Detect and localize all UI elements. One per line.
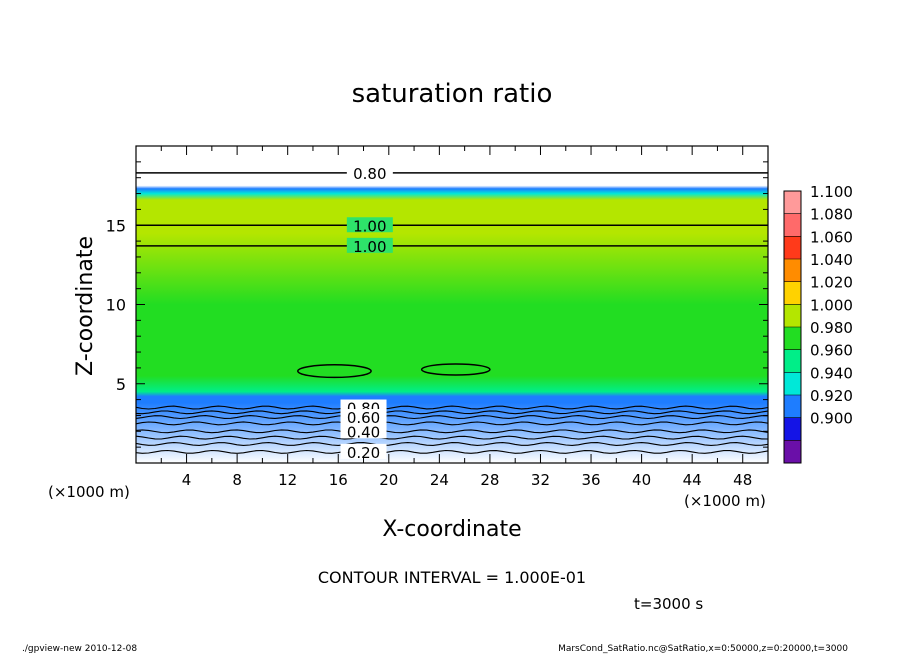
chart-title: saturation ratio xyxy=(352,79,553,109)
footer-left: ./gpview-new 2010-12-08 xyxy=(22,644,137,654)
footer-right: MarsCond_SatRatio.nc@SatRatio,x=0:50000,… xyxy=(558,644,848,654)
contour-label: 0.20 xyxy=(347,444,380,462)
x-axis-label: X-coordinate xyxy=(382,517,521,542)
y-tick-label: 5 xyxy=(116,375,126,394)
x-tick-label: 12 xyxy=(278,471,297,489)
x-tick-label: 48 xyxy=(733,471,752,489)
contour-label-bg xyxy=(340,409,387,425)
colorbar-label: 0.900 xyxy=(810,410,853,428)
colorbar-swatch xyxy=(784,259,801,282)
x-tick-label: 32 xyxy=(531,471,550,489)
colorbar-swatch xyxy=(784,440,801,463)
x-tick-label: 16 xyxy=(329,471,348,489)
x-tick-label: 44 xyxy=(683,471,702,489)
colorbar-label: 0.980 xyxy=(810,319,853,337)
x-tick-label: 36 xyxy=(581,471,600,489)
colorbar-labels: 1.100 1.080 1.060 1.040 1.020 1.000 0.980 0.960… xyxy=(810,183,853,428)
plot-area: 0.801.001.000.800.600.400.20 xyxy=(136,146,768,463)
contour-label: 0.80 xyxy=(353,165,386,183)
colorbar-swatch xyxy=(784,327,801,350)
contour-line xyxy=(136,415,768,420)
y-tick-label: 10 xyxy=(106,296,126,315)
colorbar-label: 0.940 xyxy=(810,364,853,382)
contour-line xyxy=(136,449,768,454)
contour-label: 0.60 xyxy=(347,409,380,427)
y-axis-label: Z-coordinate xyxy=(73,236,98,376)
contour-label: 1.00 xyxy=(353,217,386,235)
contour-label-bg xyxy=(340,423,387,439)
contour-line xyxy=(136,410,768,415)
colorbar-label: 0.920 xyxy=(810,387,853,405)
x-tick-label: 4 xyxy=(182,471,192,489)
x-tick-label: 24 xyxy=(430,471,449,489)
x-tick-label: 8 xyxy=(232,471,242,489)
x-tick-labels: 4 8 12 16 20 24 28 32 36 40 44 48 xyxy=(182,471,752,489)
contour-label-bg xyxy=(346,237,393,253)
colorbar-label: 1.040 xyxy=(810,251,853,269)
colorbar-label: 1.100 xyxy=(810,183,853,201)
contour-line xyxy=(136,435,768,440)
colorbar-swatch xyxy=(784,281,801,305)
closed-contour xyxy=(420,363,491,376)
colorbar-label: 1.020 xyxy=(810,274,853,292)
contour-label: 1.00 xyxy=(353,238,386,256)
contour-label: 0.40 xyxy=(347,423,380,441)
x-tick-label: 20 xyxy=(379,471,398,489)
contour-line xyxy=(136,421,768,426)
x-tick-label: 40 xyxy=(632,471,651,489)
contour-label-bg xyxy=(346,164,393,180)
x-axis-unit-right: (×1000 m) xyxy=(684,492,766,510)
colorbar-swatch xyxy=(784,372,801,395)
colorbar-swatch xyxy=(784,349,801,373)
x-tick-label: 28 xyxy=(480,471,499,489)
colorbar-swatch xyxy=(784,304,801,327)
contour-line xyxy=(136,429,768,434)
time-label: t=3000 s xyxy=(634,595,703,613)
closed-contour xyxy=(297,363,372,379)
colorbar-label: 1.000 xyxy=(810,296,853,314)
y-tick-labels: 5 10 15 xyxy=(106,216,126,394)
colorbar-label: 0.960 xyxy=(810,342,853,360)
x-axis-unit-left: (×1000 m) xyxy=(48,483,130,501)
colorbar-swatch xyxy=(784,191,801,214)
contour-label-bg xyxy=(340,443,387,459)
colorbar-swatch xyxy=(784,236,801,259)
contour-interval-text: CONTOUR INTERVAL = 1.000E-01 xyxy=(318,568,586,587)
colorbar-label: 1.080 xyxy=(810,206,853,224)
contour-label-bg xyxy=(346,217,393,233)
contour-line xyxy=(136,442,768,446)
y-tick-label: 15 xyxy=(106,216,126,235)
saturation-field xyxy=(136,146,768,463)
colorbar-swatch xyxy=(784,213,801,237)
colorbar-swatch xyxy=(784,395,801,418)
contour-lines: 0.801.001.000.800.600.400.20 xyxy=(136,164,768,462)
contour-line xyxy=(136,405,768,410)
colorbar-swatch xyxy=(784,417,801,441)
colorbar-label: 1.060 xyxy=(810,228,853,246)
colorbar xyxy=(783,190,802,464)
axis-ticks xyxy=(136,146,768,463)
